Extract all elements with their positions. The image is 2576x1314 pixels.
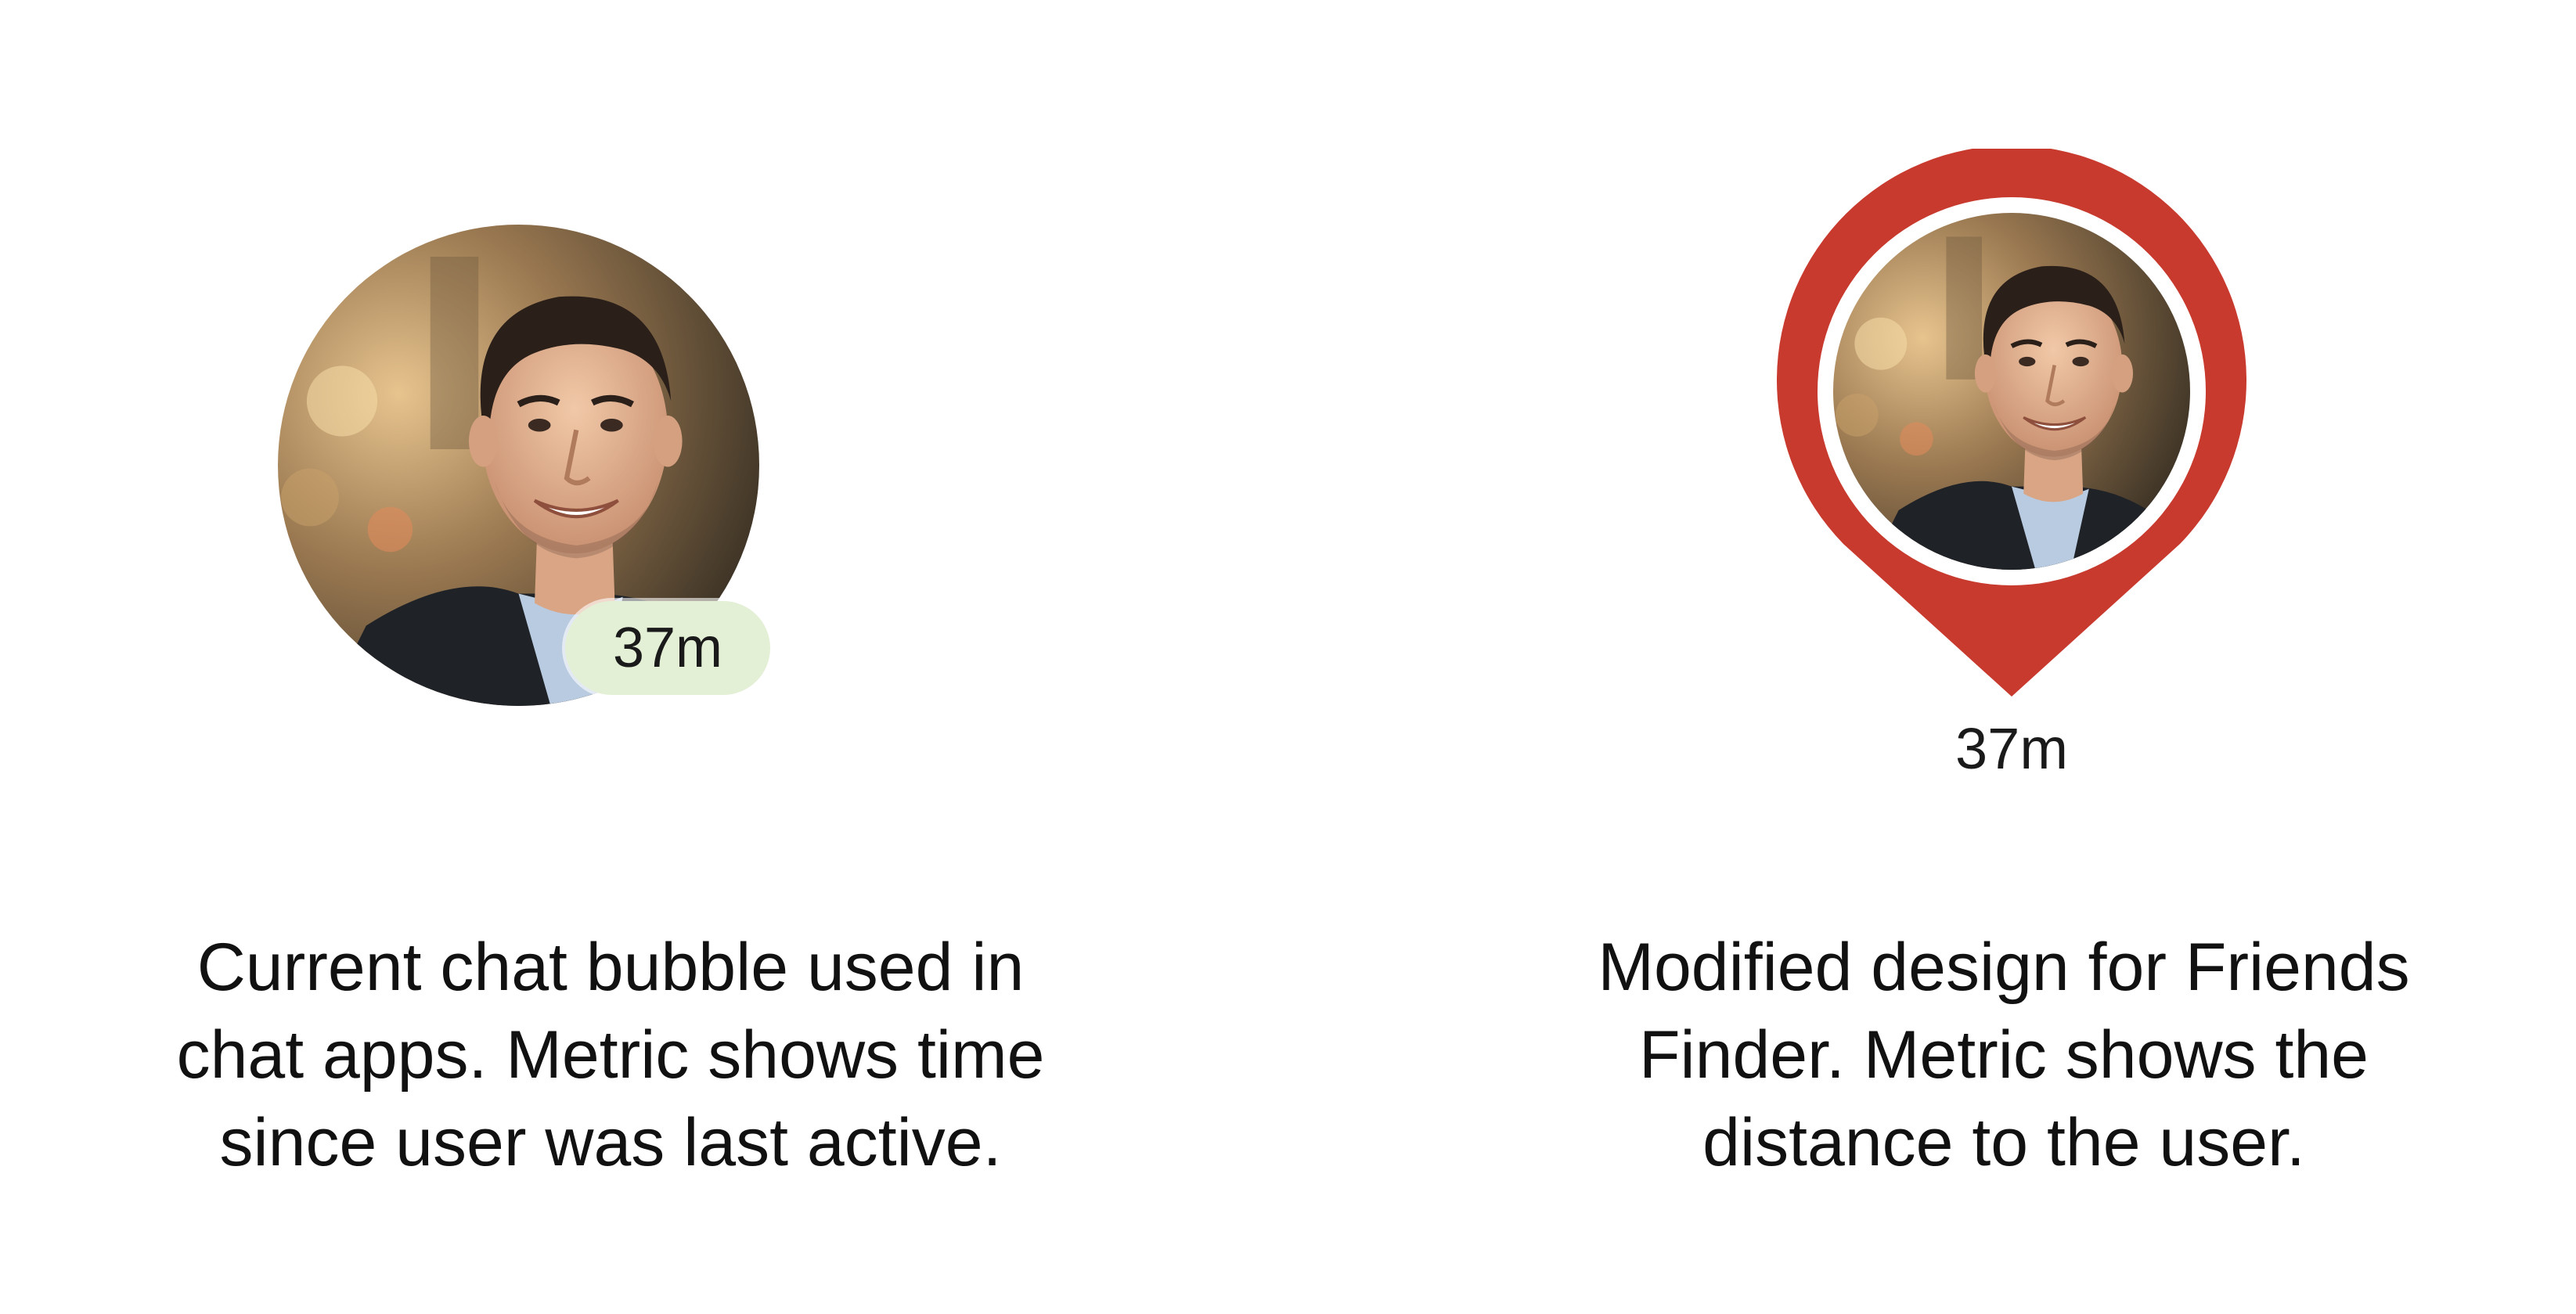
distance-label: 37m [1955, 716, 2068, 781]
friends-finder-caption: Modified design for Friends Finder. Metr… [1456, 923, 2552, 1186]
caption-line: Finder. Metric shows the [1638, 1017, 2369, 1093]
pin-avatar [1833, 213, 2190, 570]
caption-line: since user was last active. [219, 1105, 1002, 1180]
chat-bubble-caption: Current chat bubble used in chat apps. M… [63, 923, 1158, 1186]
caption-line: distance to the user. [1702, 1105, 2305, 1180]
user-portrait-icon [1833, 213, 2190, 570]
caption-line: Modified design for Friends [1598, 930, 2410, 1005]
time-since-active-badge: 37m [565, 601, 770, 695]
caption-line: Current chat bubble used in [196, 930, 1025, 1005]
caption-line: chat apps. Metric shows time [176, 1017, 1045, 1093]
